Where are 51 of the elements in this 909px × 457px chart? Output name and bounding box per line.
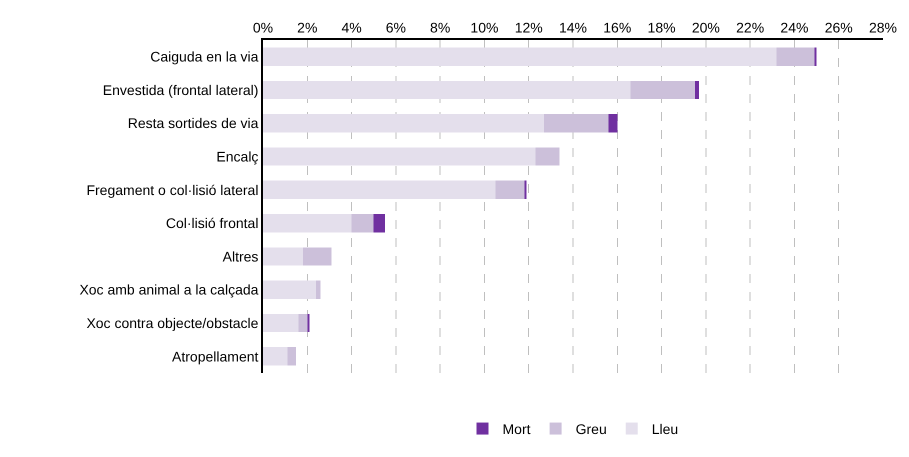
- bar: [630, 80, 695, 100]
- y-tick-label: Atropellament: [172, 348, 259, 364]
- legend-label: Lleu: [652, 421, 678, 438]
- y-tick-label: Xoc contra objecte/obstacle: [86, 314, 259, 331]
- bar: [287, 347, 296, 366]
- y-tick-label: Col·lisió frontal: [166, 215, 258, 232]
- x-tick-label: 0%: [252, 20, 274, 36]
- bar: [263, 80, 631, 100]
- x-tick-label: 20%: [692, 20, 720, 36]
- bar: [263, 147, 536, 166]
- bar: [316, 280, 321, 299]
- bar: [535, 147, 560, 166]
- bar: [263, 247, 303, 266]
- bar: [776, 47, 814, 66]
- bar: [496, 180, 524, 200]
- y-tick-label: Encalç: [216, 148, 258, 164]
- y-tick-label: Altres: [222, 248, 258, 264]
- x-tick-label: 24%: [780, 20, 808, 36]
- bar: [814, 47, 817, 66]
- y-tick-label: Xoc amb animal a la calçada: [79, 282, 259, 298]
- bar: [263, 347, 288, 366]
- bar: [263, 180, 496, 200]
- x-tick-label: 22%: [736, 20, 764, 36]
- bar: [352, 214, 374, 232]
- legend-label: Greu: [576, 421, 607, 438]
- bar: [544, 114, 608, 132]
- y-tick-label: Resta sortides de via: [128, 115, 259, 132]
- bar: [608, 114, 618, 132]
- bar: [263, 280, 316, 299]
- x-tick-label: 8%: [430, 20, 450, 36]
- x-tick-label: 6%: [386, 20, 406, 36]
- bar: [374, 214, 385, 232]
- x-tick-label: 14%: [558, 20, 588, 36]
- bar: [263, 114, 544, 132]
- y-tick-label: Caiguda en la via: [150, 48, 259, 65]
- bar: [263, 47, 777, 66]
- bar: [302, 247, 332, 266]
- x-tick-label: 28%: [868, 20, 898, 36]
- x-tick-label: 2%: [297, 20, 318, 36]
- x-tick-label: 18%: [648, 20, 676, 36]
- bar: [263, 314, 298, 332]
- bar: [298, 314, 308, 332]
- bar: [263, 214, 352, 232]
- y-tick-label: Envestida (frontal lateral): [102, 82, 258, 98]
- x-tick-label: 12%: [514, 20, 543, 36]
- y-tick-label: Fregament o col·lisió lateral: [86, 182, 258, 198]
- x-tick-label: 16%: [603, 20, 632, 36]
- x-tick-label: 10%: [470, 20, 498, 36]
- legend-label: Mort: [502, 421, 531, 438]
- x-tick-label: 4%: [341, 20, 362, 36]
- x-tick-label: 26%: [824, 20, 853, 36]
